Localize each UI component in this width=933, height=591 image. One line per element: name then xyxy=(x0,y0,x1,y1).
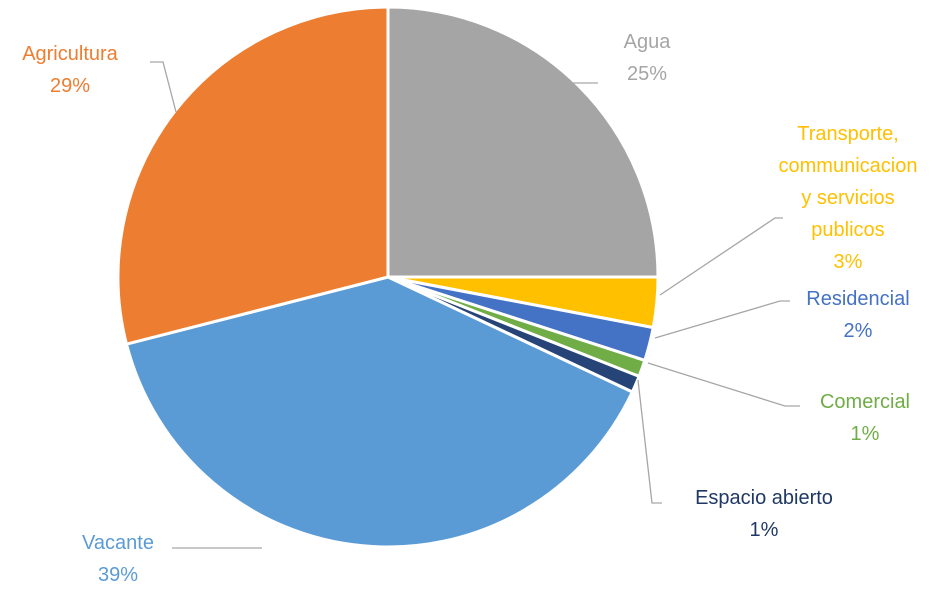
leader-line xyxy=(150,61,177,113)
category-name: Comercial xyxy=(819,391,911,413)
slice-label: Residencial 2% xyxy=(783,283,933,347)
percent-label: 2% xyxy=(843,320,873,342)
category-name: Transporte, communicacion y servicios pu… xyxy=(778,123,918,241)
slice-label: Vacante 39% xyxy=(43,527,193,591)
percent-label: 1% xyxy=(850,423,880,445)
category-name: Residencial xyxy=(806,288,910,310)
percent-label: 3% xyxy=(833,251,863,273)
percent-label: 39% xyxy=(97,564,139,586)
pie-slice xyxy=(124,275,635,549)
category-name: Espacio abierto xyxy=(695,487,833,509)
slice-label: Comercial 1% xyxy=(790,386,933,450)
leader-line xyxy=(637,379,662,504)
slice-label: Agua 25% xyxy=(587,26,707,90)
pie-slice xyxy=(386,5,660,279)
category-name: Agricultura xyxy=(22,43,118,65)
leader-line xyxy=(511,82,598,119)
category-name: Agua xyxy=(623,31,671,53)
percent-label: 25% xyxy=(626,63,668,85)
percent-label: 1% xyxy=(749,519,779,541)
category-name: Vacante xyxy=(82,532,154,554)
leader-line xyxy=(647,362,800,407)
leader-line xyxy=(654,300,790,339)
slice-label: Agricultura 29% xyxy=(0,38,145,102)
pie-slice xyxy=(116,5,390,346)
slice-label: Transporte, communicacion y servicios pu… xyxy=(773,118,923,278)
slice-label: Espacio abierto 1% xyxy=(664,482,864,546)
leader-line xyxy=(659,217,783,296)
percent-label: 29% xyxy=(49,75,91,97)
